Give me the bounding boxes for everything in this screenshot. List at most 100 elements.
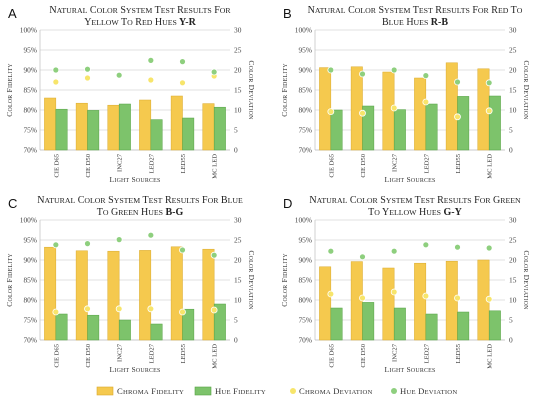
bar-hue-fidelity [362, 105, 375, 151]
marker-hue-deviation [84, 240, 91, 247]
marker-chroma-deviation [390, 104, 398, 112]
x-tick-label: CIE D50 [360, 153, 367, 177]
x-axis-title: LIGHT SOURCES [385, 175, 436, 184]
x-tick-label: LED55 [455, 343, 462, 363]
y-axis-title: COLOR FIDELITY [280, 63, 289, 117]
y-tick-label: 80% [298, 296, 312, 305]
y-tick-label: 75% [298, 126, 312, 135]
marker-hue-deviation [390, 66, 398, 74]
y-tick-label: 75% [23, 126, 37, 135]
bar-chroma-fidelity [139, 250, 152, 341]
x-axis-title: LIGHT SOURCES [110, 365, 161, 374]
bars [319, 62, 501, 151]
y2-tick-label: 30 [509, 26, 517, 35]
y2-tick-label: 0 [509, 146, 513, 155]
bar-hue-fidelity [393, 109, 406, 151]
bar-chroma-fidelity [107, 104, 120, 151]
legend-label: CHROMA FIDELITY [117, 386, 184, 396]
x-tick-label: LED55 [180, 153, 187, 173]
bar-chroma-fidelity [414, 77, 427, 151]
y-tick-label: 100% [295, 216, 312, 225]
marker-chroma-deviation [115, 305, 123, 313]
y-axis-title: COLOR FIDELITY [5, 253, 14, 307]
legend-swatch [194, 386, 212, 396]
bars [44, 246, 226, 341]
x-tick-label: LED55 [455, 153, 462, 173]
marker-chroma-deviation [485, 107, 493, 115]
x-tick-label: CIE D50 [360, 343, 367, 367]
legend-label: HUE FIDELITY [215, 386, 266, 396]
panel-label: D [283, 196, 292, 211]
x-tick-label: CIE D50 [85, 343, 92, 367]
y2-tick-label: 25 [234, 236, 242, 245]
x-axis-title: LIGHT SOURCES [385, 365, 436, 374]
chart-title-line2: TO YELLOW HUES G-Y [368, 207, 462, 218]
y-tick-label: 100% [295, 26, 312, 35]
bars [319, 259, 501, 341]
y2-tick-label: 10 [234, 296, 242, 305]
y-tick-label: 85% [23, 276, 37, 285]
marker-hue-deviation [52, 66, 60, 74]
y2-tick-label: 10 [234, 106, 242, 115]
y-tick-label: 75% [23, 316, 37, 325]
bar-hue-fidelity [488, 95, 501, 151]
bar-hue-fidelity [393, 307, 406, 341]
x-tick-label: MC LED [212, 344, 219, 369]
y2-tick-label: 15 [234, 86, 242, 95]
bar-hue-fidelity [330, 109, 343, 151]
markers [327, 241, 493, 303]
marker-chroma-deviation [147, 305, 155, 313]
bar-chroma-fidelity [75, 250, 88, 341]
y-tick-label: 70% [298, 146, 312, 155]
legend-item-hue-fidelity: HUE FIDELITY [194, 386, 266, 396]
marker-hue-deviation [147, 57, 155, 64]
legend-swatch [96, 386, 114, 396]
marker-hue-deviation [84, 65, 91, 73]
marker-hue-deviation [359, 70, 366, 78]
y-tick-label: 100% [20, 26, 37, 35]
chart-title-line2: BLUE HUES R-B [382, 17, 448, 28]
y2-tick-label: 20 [509, 256, 517, 265]
legend-label: CHROMA DEVIATION [299, 386, 373, 396]
bar-hue-fidelity [182, 117, 195, 151]
marker-chroma-deviation [52, 78, 60, 86]
marker-hue-deviation [210, 251, 218, 259]
bar-hue-fidelity [213, 106, 226, 151]
y-tick-label: 85% [298, 276, 312, 285]
panel-label: B [283, 6, 292, 21]
legend-item-hue-deviation: HUE DEVIATION [391, 386, 457, 396]
x-tick-label: CIE D65 [328, 153, 335, 177]
y-tick-label: 90% [23, 256, 37, 265]
bar-hue-fidelity [118, 103, 131, 151]
y2-tick-label: 5 [509, 126, 513, 135]
marker-hue-deviation [422, 72, 430, 79]
bar-chroma-fidelity [202, 248, 215, 341]
y-axis-title: COLOR FIDELITY [5, 63, 14, 117]
y-tick-label: 95% [298, 236, 312, 245]
bar-chroma-fidelity [139, 99, 152, 151]
y-tick-label: 100% [20, 216, 37, 225]
bar-chroma-fidelity [382, 71, 395, 151]
y-tick-label: 70% [298, 336, 312, 345]
y2-tick-label: 10 [509, 296, 517, 305]
y2-tick-label: 0 [234, 336, 238, 345]
marker-hue-deviation [115, 236, 123, 243]
y2-tick-label: 25 [509, 46, 517, 55]
y2-tick-label: 20 [234, 66, 242, 75]
chart-panel-d: D NATURAL COLOR SYSTEM TEST RESULTS FOR G… [280, 195, 531, 374]
y2-tick-label: 5 [509, 316, 513, 325]
x-tick-label: CIE D65 [53, 153, 60, 177]
markers [52, 57, 218, 87]
y-tick-label: 95% [23, 236, 37, 245]
y2-tick-label: 0 [509, 336, 513, 345]
bar-chroma-fidelity [170, 246, 183, 341]
bar-hue-fidelity [150, 119, 163, 151]
y-axis-title: COLOR FIDELITY [280, 253, 289, 307]
chart-title-code: B-G [163, 207, 184, 218]
y-tick-label: 95% [23, 46, 37, 55]
y2-tick-label: 25 [509, 236, 517, 245]
bar-chroma-fidelity [202, 103, 215, 151]
bar-hue-fidelity [330, 307, 343, 341]
legend-marker [290, 388, 296, 394]
